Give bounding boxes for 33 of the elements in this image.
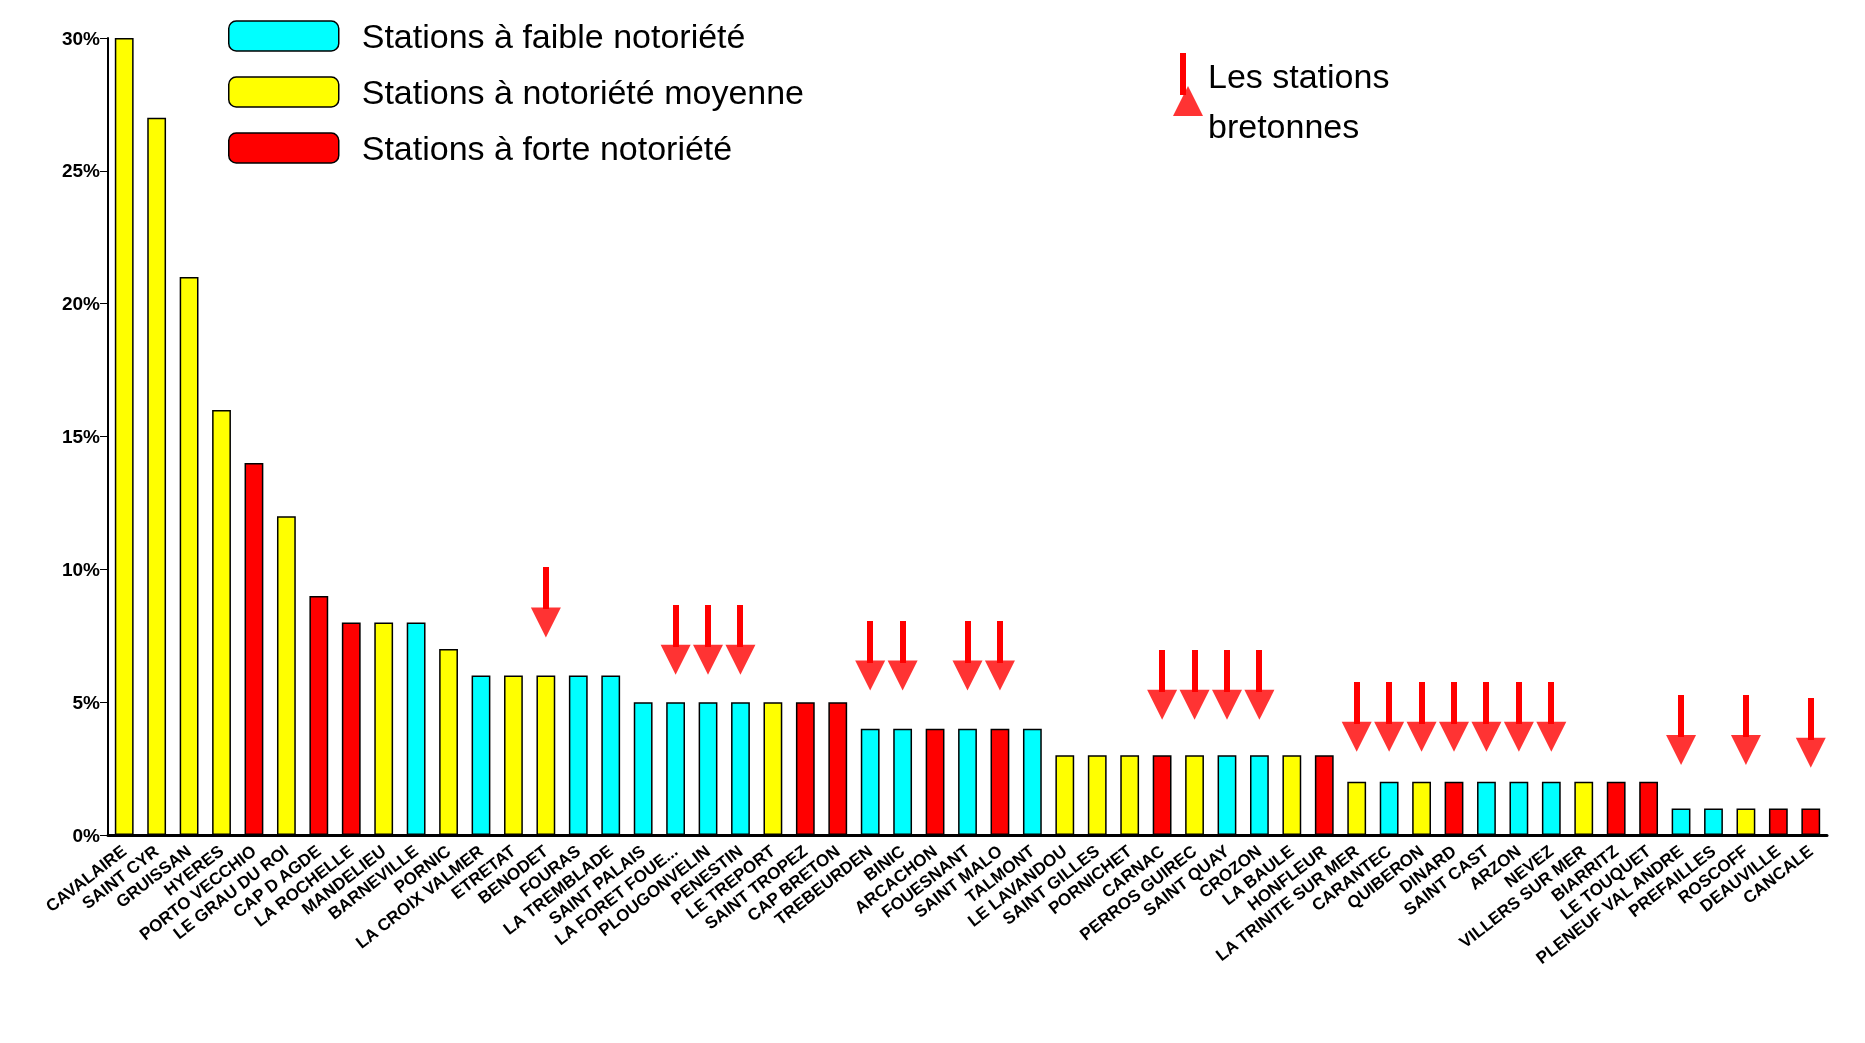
point — [1471, 721, 1502, 752]
point — [1439, 721, 1470, 752]
legend-label: Les stations bretonnes — [1208, 57, 1399, 145]
legend-label: Stations à notoriété moyenne — [361, 73, 805, 111]
point — [693, 644, 724, 675]
point — [1503, 721, 1534, 752]
y-tick-label: 25% — [61, 160, 101, 182]
point — [1795, 737, 1826, 768]
point — [1341, 721, 1372, 752]
y-tick-label: 5% — [72, 691, 101, 713]
point — [1147, 689, 1178, 720]
point — [855, 660, 886, 691]
point — [887, 660, 918, 691]
point — [1179, 689, 1210, 720]
y-tick-label: 30% — [61, 27, 101, 49]
legend-label: Stations à faible notoriété — [361, 17, 746, 55]
point — [1374, 721, 1405, 752]
point — [1406, 721, 1437, 752]
point — [1730, 734, 1761, 765]
point — [530, 607, 561, 638]
point — [1666, 734, 1697, 765]
y-tick-label: 10% — [61, 558, 101, 580]
point — [725, 644, 756, 675]
y-tick-label: 15% — [61, 426, 101, 447]
point — [660, 644, 691, 675]
point — [952, 660, 983, 691]
legend-label: Stations à forte notoriété — [361, 129, 733, 167]
point — [1244, 689, 1275, 720]
y-tick-label: 0% — [72, 824, 101, 846]
y-tick-label: 20% — [61, 293, 101, 315]
point — [1536, 721, 1567, 752]
point — [984, 660, 1015, 691]
point — [1211, 689, 1242, 720]
